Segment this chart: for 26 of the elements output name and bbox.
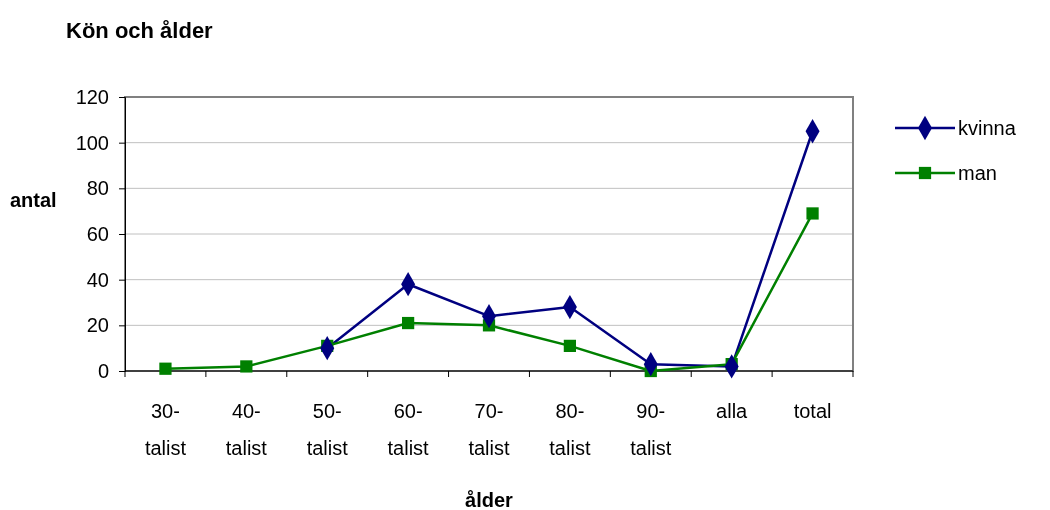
x-tick-label: total <box>793 400 832 422</box>
point <box>806 207 819 220</box>
x-tick-label: 30-talist <box>144 400 187 459</box>
x-tick-label: 90-talist <box>630 400 672 459</box>
y-tick-label: 100 <box>75 131 109 154</box>
point <box>563 339 577 353</box>
y-tick-label: 20 <box>86 314 109 337</box>
x-tick-label: 40-talist <box>225 400 268 459</box>
y-tick-label: 40 <box>86 268 109 291</box>
y-tick-label: 120 <box>75 85 109 108</box>
point <box>159 362 172 375</box>
x-tick-label: alla <box>716 400 749 422</box>
x-tick-label: 80-talist <box>549 400 591 459</box>
point <box>401 316 415 330</box>
y-tick-label: 0 <box>97 359 109 382</box>
x-tick-label: 60-talist <box>387 400 430 459</box>
y-tick-label: 60 <box>86 222 109 245</box>
y-tick-label: 80 <box>86 177 109 200</box>
x-tick-label: 70-talist <box>468 400 510 459</box>
x-axis-title: ålder <box>465 489 514 510</box>
legend-label: man <box>958 162 997 184</box>
legend-label: kvinna <box>958 117 1017 139</box>
x-tick-label: 50-talist <box>306 400 349 459</box>
chart-title: Kön och ålder <box>66 18 214 43</box>
point <box>240 360 253 373</box>
y-axis-title: antal <box>10 189 57 211</box>
